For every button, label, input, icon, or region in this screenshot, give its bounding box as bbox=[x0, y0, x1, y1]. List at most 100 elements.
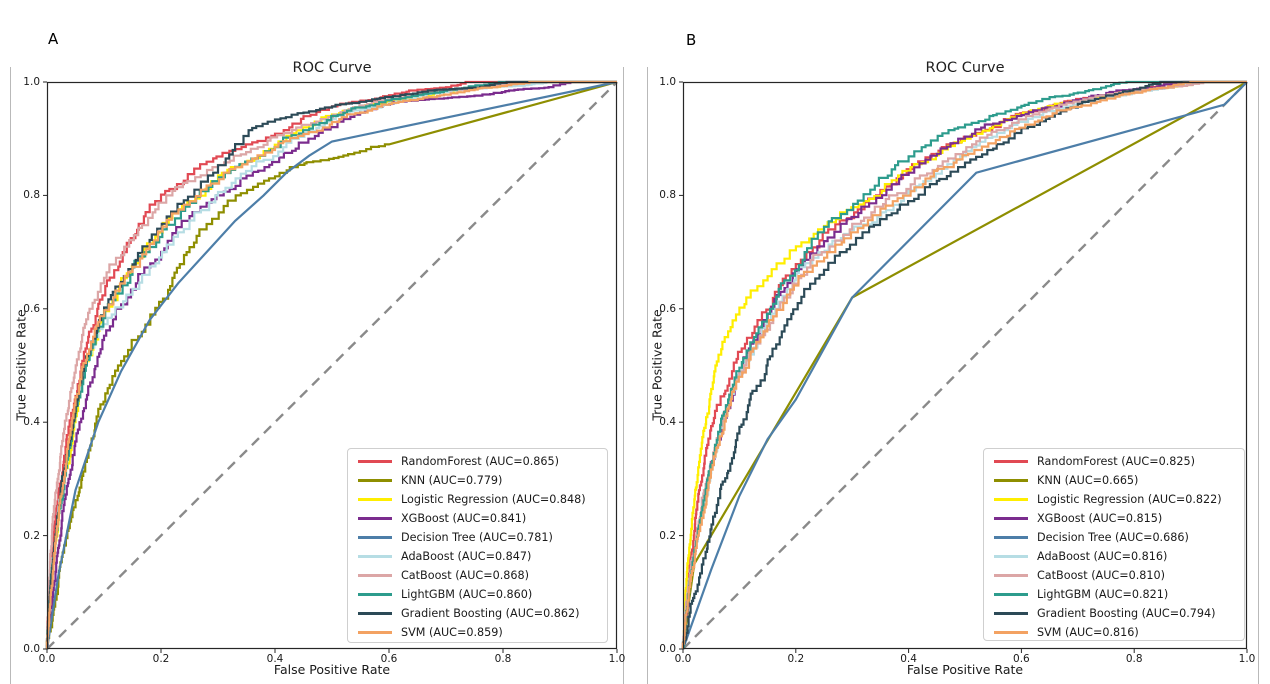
legend-swatch-adaboost bbox=[358, 555, 392, 558]
axes-spines bbox=[46, 81, 618, 650]
legend-label-randomforest: RandomForest (AUC=0.825) bbox=[1037, 455, 1195, 468]
legend-label-svm: SVM (AUC=0.816) bbox=[1037, 626, 1139, 639]
legend-label-xgboost: XGBoost (AUC=0.841) bbox=[401, 512, 527, 525]
legend-label-knn: KNN (AUC=0.665) bbox=[1037, 474, 1139, 487]
legend-swatch-logistic-regression bbox=[994, 498, 1028, 501]
legend-swatch-svm bbox=[358, 631, 392, 634]
legend-item: Decision Tree (AUC=0.781) bbox=[348, 528, 607, 547]
legend-item: CatBoost (AUC=0.810) bbox=[984, 566, 1244, 585]
legend-item: Decision Tree (AUC=0.686) bbox=[984, 528, 1244, 547]
legend-label-lightgbm: LightGBM (AUC=0.860) bbox=[401, 588, 533, 601]
chart-a-x-tick-label: 1.0 bbox=[608, 653, 626, 665]
chart-b-yaxis-label: True Positive Rate bbox=[649, 309, 665, 421]
chart-b-title: ROC Curve bbox=[925, 60, 1005, 76]
chart-a-x-tick-label: 0.8 bbox=[494, 653, 512, 665]
legend-label-decision-tree: Decision Tree (AUC=0.781) bbox=[401, 531, 553, 544]
legend-item: KNN (AUC=0.779) bbox=[348, 471, 607, 490]
legend-label-svm: SVM (AUC=0.859) bbox=[401, 626, 503, 639]
legend-label-gradient-boosting: Gradient Boosting (AUC=0.794) bbox=[1037, 607, 1216, 620]
chart-b-x-tick-label: 0.8 bbox=[1125, 653, 1143, 665]
legend-item: LightGBM (AUC=0.860) bbox=[348, 585, 607, 604]
chart-a-legend: RandomForest (AUC=0.865) KNN (AUC=0.779) L… bbox=[347, 448, 608, 643]
legend-item: RandomForest (AUC=0.825) bbox=[984, 452, 1244, 471]
chance-diagonal-line bbox=[682, 81, 1248, 650]
chart-a-y-tick-label: 0.6 bbox=[23, 302, 40, 315]
chart-b-y-tick-label: 0.2 bbox=[659, 529, 676, 542]
chart-a-xaxis-label: False Positive Rate bbox=[273, 662, 391, 677]
legend-swatch-xgboost bbox=[994, 517, 1028, 520]
chart-b-legend: RandomForest (AUC=0.825) KNN (AUC=0.665) L… bbox=[983, 448, 1245, 641]
chart-a-y-tick-label: 0.4 bbox=[23, 416, 40, 429]
legend-swatch-randomforest bbox=[994, 460, 1028, 463]
chart-a-x-tick-label: 0.0 bbox=[38, 653, 56, 665]
legend-swatch-gradient-boosting bbox=[994, 612, 1028, 615]
legend-label-logistic-regression: Logistic Regression (AUC=0.822) bbox=[1037, 493, 1222, 506]
chart-b-x-tick-label: 1.0 bbox=[1238, 653, 1256, 665]
legend-swatch-lightgbm bbox=[358, 593, 392, 596]
panel-b-label: B bbox=[686, 31, 697, 49]
chart-a-x-tick-label: 0.6 bbox=[380, 653, 398, 665]
axes-spines bbox=[682, 81, 1248, 650]
legend-item: Gradient Boosting (AUC=0.794) bbox=[984, 604, 1244, 623]
legend-label-randomforest: RandomForest (AUC=0.865) bbox=[401, 455, 559, 468]
legend-swatch-randomforest bbox=[358, 460, 392, 463]
chart-a-y-tick-label: 0.2 bbox=[23, 529, 40, 542]
legend-item: RandomForest (AUC=0.865) bbox=[348, 452, 607, 471]
legend-label-adaboost: AdaBoost (AUC=0.847) bbox=[401, 550, 532, 563]
chart-b-x-tick-label: 0.6 bbox=[1013, 653, 1030, 665]
chart-b-x-tick-label: 0.2 bbox=[787, 653, 805, 665]
chance-diagonal-line bbox=[46, 81, 618, 650]
legend-item: Logistic Regression (AUC=0.822) bbox=[984, 490, 1244, 509]
roc-curve-randomforest bbox=[681, 80, 1247, 649]
legend-label-catboost: CatBoost (AUC=0.868) bbox=[401, 569, 529, 582]
legend-label-xgboost: XGBoost (AUC=0.815) bbox=[1037, 512, 1163, 525]
legend-label-decision-tree: Decision Tree (AUC=0.686) bbox=[1037, 531, 1189, 544]
legend-swatch-catboost bbox=[994, 574, 1028, 577]
chart-b-y-tick-label: 1.0 bbox=[659, 76, 676, 88]
legend-item: Logistic Regression (AUC=0.848) bbox=[348, 490, 607, 509]
chart-b-y-tick-label: 0.0 bbox=[659, 643, 676, 655]
legend-item: XGBoost (AUC=0.815) bbox=[984, 509, 1244, 528]
chart-a-yaxis-label: True Positive Rate bbox=[13, 309, 29, 421]
chart-a-title: ROC Curve bbox=[292, 60, 372, 76]
chart-b-y-tick-label: 0.6 bbox=[659, 302, 676, 315]
legend-item: SVM (AUC=0.816) bbox=[984, 623, 1244, 640]
legend-item: AdaBoost (AUC=0.816) bbox=[984, 547, 1244, 566]
chart-a-y-tick-label: 0.8 bbox=[23, 189, 40, 202]
legend-item: KNN (AUC=0.665) bbox=[984, 471, 1244, 490]
legend-item: LightGBM (AUC=0.821) bbox=[984, 585, 1244, 604]
chart-a-x-tick-label: 0.4 bbox=[266, 653, 284, 665]
legend-swatch-decision-tree bbox=[994, 536, 1028, 539]
chart-a-x-tick-label: 0.2 bbox=[152, 653, 170, 665]
chart-a-y-tick-label: 1.0 bbox=[23, 76, 40, 88]
chart-b-xaxis-label: False Positive Rate bbox=[906, 662, 1024, 677]
legend-swatch-adaboost bbox=[994, 555, 1028, 558]
panel-b-border bbox=[647, 67, 1259, 684]
legend-label-lightgbm: LightGBM (AUC=0.821) bbox=[1037, 588, 1169, 601]
legend-swatch-xgboost bbox=[358, 517, 392, 520]
legend-label-logistic-regression: Logistic Regression (AUC=0.848) bbox=[401, 493, 586, 506]
chart-a-y-tick-label: 0.0 bbox=[23, 643, 40, 655]
roc-curve-decision-tree bbox=[45, 80, 618, 650]
legend-label-catboost: CatBoost (AUC=0.810) bbox=[1037, 569, 1165, 582]
roc-curve-svm bbox=[681, 80, 1247, 649]
legend-item: Gradient Boosting (AUC=0.862) bbox=[348, 604, 607, 623]
legend-item: SVM (AUC=0.859) bbox=[348, 623, 607, 642]
legend-item: CatBoost (AUC=0.868) bbox=[348, 566, 607, 585]
legend-label-knn: KNN (AUC=0.779) bbox=[401, 474, 503, 487]
legend-swatch-logistic-regression bbox=[358, 498, 392, 501]
legend-swatch-knn bbox=[358, 479, 392, 482]
roc-curve-decision-tree bbox=[681, 81, 1248, 650]
legend-swatch-decision-tree bbox=[358, 536, 392, 539]
roc-curve-svm bbox=[45, 80, 617, 649]
legend-swatch-gradient-boosting bbox=[358, 612, 392, 615]
legend-item: AdaBoost (AUC=0.847) bbox=[348, 547, 607, 566]
panel-a-border bbox=[10, 67, 624, 684]
chart-b-x-tick-label: 0.4 bbox=[900, 653, 917, 665]
legend-label-gradient-boosting: Gradient Boosting (AUC=0.862) bbox=[401, 607, 580, 620]
chart-b-x-tick-label: 0.0 bbox=[674, 653, 692, 665]
legend-label-adaboost: AdaBoost (AUC=0.816) bbox=[1037, 550, 1168, 563]
legend-item: XGBoost (AUC=0.841) bbox=[348, 509, 607, 528]
chart-b-y-tick-label: 0.4 bbox=[659, 416, 676, 429]
